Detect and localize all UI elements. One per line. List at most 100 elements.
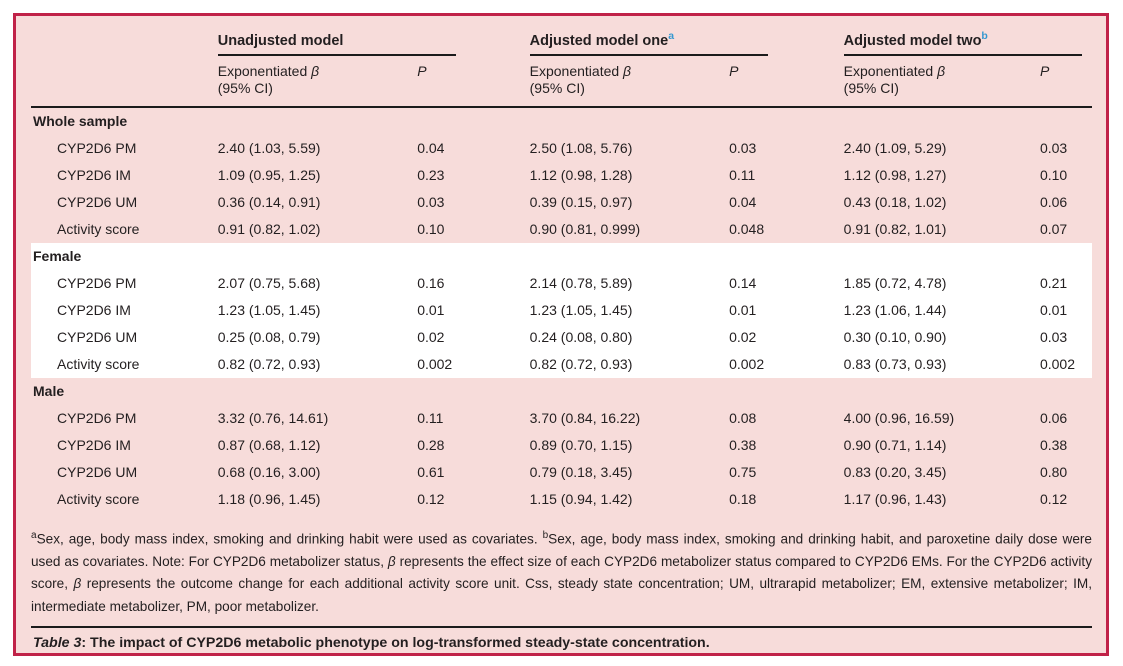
caption-separator: : [81, 634, 91, 651]
row-label: CYP2D6 UM [57, 194, 138, 211]
estimate-cell: 0.89 (0.70, 1.15) [529, 437, 633, 454]
footnote-beta: β [387, 553, 396, 569]
p-value-cell: 0.18 [729, 491, 757, 508]
row-label: CYP2D6 IM [57, 167, 131, 184]
estimate-cell: 0.39 (0.15, 0.97) [529, 194, 633, 211]
p-value-cell: 0.048 [729, 221, 765, 238]
row-label: CYP2D6 UM [57, 464, 138, 481]
empty-corner-cell [31, 24, 218, 56]
beta-symbol: β [311, 62, 320, 79]
p-value-cell: 0.04 [417, 140, 445, 157]
p-value-cell: 0.23 [417, 167, 445, 184]
footnote-superscript: b [542, 529, 549, 541]
empty-corner-cell [31, 55, 218, 108]
row-label: CYP2D6 PM [57, 410, 137, 427]
p-value-cell: 0.28 [417, 437, 445, 454]
table-row: CYP2D6 PM 2.40 (1.03, 5.59) 0.04 2.50 (1.08… [31, 135, 1092, 162]
column-header-row: Exponentiated β (95% CI) P Exponentiated … [31, 55, 1092, 108]
estimate-cell: 1.18 (0.96, 1.45) [217, 491, 321, 508]
estimate-cell: 0.30 (0.10, 0.90) [843, 329, 947, 346]
p-column-header: P [1039, 55, 1092, 108]
model-label: Adjusted model one [529, 32, 669, 49]
table-row: CYP2D6 UM 0.25 (0.08, 0.79) 0.02 0.24 (0.08… [31, 323, 1092, 351]
model-label: Adjusted model two [843, 32, 982, 49]
estimate-cell: 1.12 (0.98, 1.27) [843, 167, 947, 184]
estimate-cell: 0.90 (0.81, 0.999) [529, 221, 641, 238]
estimate-cell: 0.25 (0.08, 0.79) [217, 329, 321, 346]
estimate-cell: 2.07 (0.75, 5.68) [217, 275, 321, 292]
estimate-column-header: Exponentiated β (95% CI) [843, 55, 1040, 108]
estimate-cell: 0.83 (0.73, 0.93) [843, 356, 947, 373]
table-row: CYP2D6 IM 1.23 (1.05, 1.45) 0.01 1.23 (1.05… [31, 296, 1092, 324]
p-value-cell: 0.01 [1039, 302, 1068, 319]
p-value-cell: 0.12 [417, 491, 445, 508]
table-row: CYP2D6 UM 0.68 (0.16, 3.00) 0.61 0.79 (0.18… [31, 459, 1092, 486]
estimate-cell: 0.24 (0.08, 0.80) [529, 329, 633, 346]
p-value-cell: 0.002 [729, 356, 765, 373]
model-superscript-b: b [981, 30, 988, 42]
estimate-cell: 1.23 (1.05, 1.45) [529, 302, 633, 319]
table-frame: Unadjusted model Adjusted model one a Adj… [13, 13, 1109, 656]
estimate-cell: 1.09 (0.95, 1.25) [217, 167, 321, 184]
p-value-cell: 0.01 [417, 302, 445, 319]
section-header-row: Whole sample [31, 107, 1092, 135]
footnote-text: Sex, age, body mass index, smoking and d… [31, 531, 1092, 569]
row-label: CYP2D6 PM [57, 140, 137, 157]
estimate-cell: 0.43 (0.18, 1.02) [843, 194, 947, 211]
table-row: CYP2D6 IM 1.09 (0.95, 1.25) 0.23 1.12 (0.98… [31, 162, 1092, 189]
estimate-cell: 2.40 (1.09, 5.29) [843, 140, 947, 157]
row-label: CYP2D6 PM [57, 275, 137, 292]
section-label: Male [33, 383, 65, 400]
estimate-cell: 0.87 (0.68, 1.12) [217, 437, 321, 454]
p-value-cell: 0.002 [1039, 356, 1075, 373]
p-value-cell: 0.04 [729, 194, 757, 211]
estimate-cell: 0.91 (0.82, 1.02) [217, 221, 321, 238]
footnote-text: Sex, age, body mass index, smoking and d… [36, 531, 543, 547]
p-value-cell: 0.01 [729, 302, 757, 319]
p-value-cell: 0.12 [1039, 491, 1068, 508]
estimate-cell: 3.32 (0.76, 14.61) [217, 410, 329, 427]
model-label: Unadjusted model [217, 32, 344, 49]
p-value-cell: 0.38 [1039, 437, 1068, 454]
p-value-cell: 0.002 [417, 356, 453, 373]
caption-divider [31, 625, 1092, 628]
p-value-cell: 0.03 [1039, 140, 1068, 157]
p-value-cell: 0.03 [1039, 329, 1068, 346]
p-column-header: P [417, 55, 530, 108]
estimate-cell: 2.14 (0.78, 5.89) [529, 275, 633, 292]
estimate-cell: 0.91 (0.82, 1.01) [843, 221, 947, 238]
estimate-column-header: Exponentiated β (95% CI) [217, 55, 418, 108]
estimate-cell: 1.17 (0.96, 1.43) [843, 491, 947, 508]
p-value-cell: 0.07 [1039, 221, 1068, 238]
table-row: Activity score 0.91 (0.82, 1.02) 0.10 0.90 … [31, 216, 1092, 243]
p-value-cell: 0.11 [417, 410, 444, 427]
p-value-cell: 0.75 [729, 464, 757, 481]
p-value-cell: 0.10 [417, 221, 445, 238]
results-table: Unadjusted model Adjusted model onea Adj… [31, 24, 1092, 513]
table-caption: Table 3: The impact of CYP2D6 metabolic … [31, 628, 1092, 651]
p-value-cell: 0.06 [1039, 194, 1068, 211]
p-value-cell: 0.16 [417, 275, 445, 292]
estimate-cell: 1.23 (1.05, 1.45) [217, 302, 321, 319]
section-header-row: Female [31, 242, 1092, 270]
estimate-cell: 0.90 (0.71, 1.14) [843, 437, 947, 454]
estimate-cell: 1.23 (1.06, 1.44) [843, 302, 947, 319]
beta-symbol: β [937, 62, 946, 79]
table-row: Activity score 0.82 (0.72, 0.93) 0.002 0.82… [31, 350, 1092, 378]
table-row: Activity score 1.18 (0.96, 1.45) 0.12 1.15 … [31, 486, 1092, 513]
footnote-superscript: a [31, 529, 37, 541]
table-row: CYP2D6 PM 3.32 (0.76, 14.61) 0.11 3.70 (0.8… [31, 405, 1092, 432]
table-row: CYP2D6 IM 0.87 (0.68, 1.12) 0.28 0.89 (0.70… [31, 432, 1092, 459]
section-header-row: Male [31, 378, 1092, 405]
p-value-cell: 0.61 [417, 464, 445, 481]
p-value-cell: 0.02 [417, 329, 445, 346]
row-label: Activity score [57, 221, 140, 238]
footnote-text: represents the effect size of each CYP2D… [31, 553, 1092, 592]
estimate-cell: 0.79 (0.18, 3.45) [529, 464, 633, 481]
footnote-text: represents the outcome change for each a… [31, 576, 1092, 614]
estimate-cell: 0.82 (0.72, 0.93) [217, 356, 321, 373]
footnote-beta: β [73, 576, 82, 592]
estimate-cell: 2.40 (1.03, 5.59) [217, 140, 321, 157]
p-value-cell: 0.14 [729, 275, 757, 292]
row-label: CYP2D6 UM [57, 329, 138, 346]
